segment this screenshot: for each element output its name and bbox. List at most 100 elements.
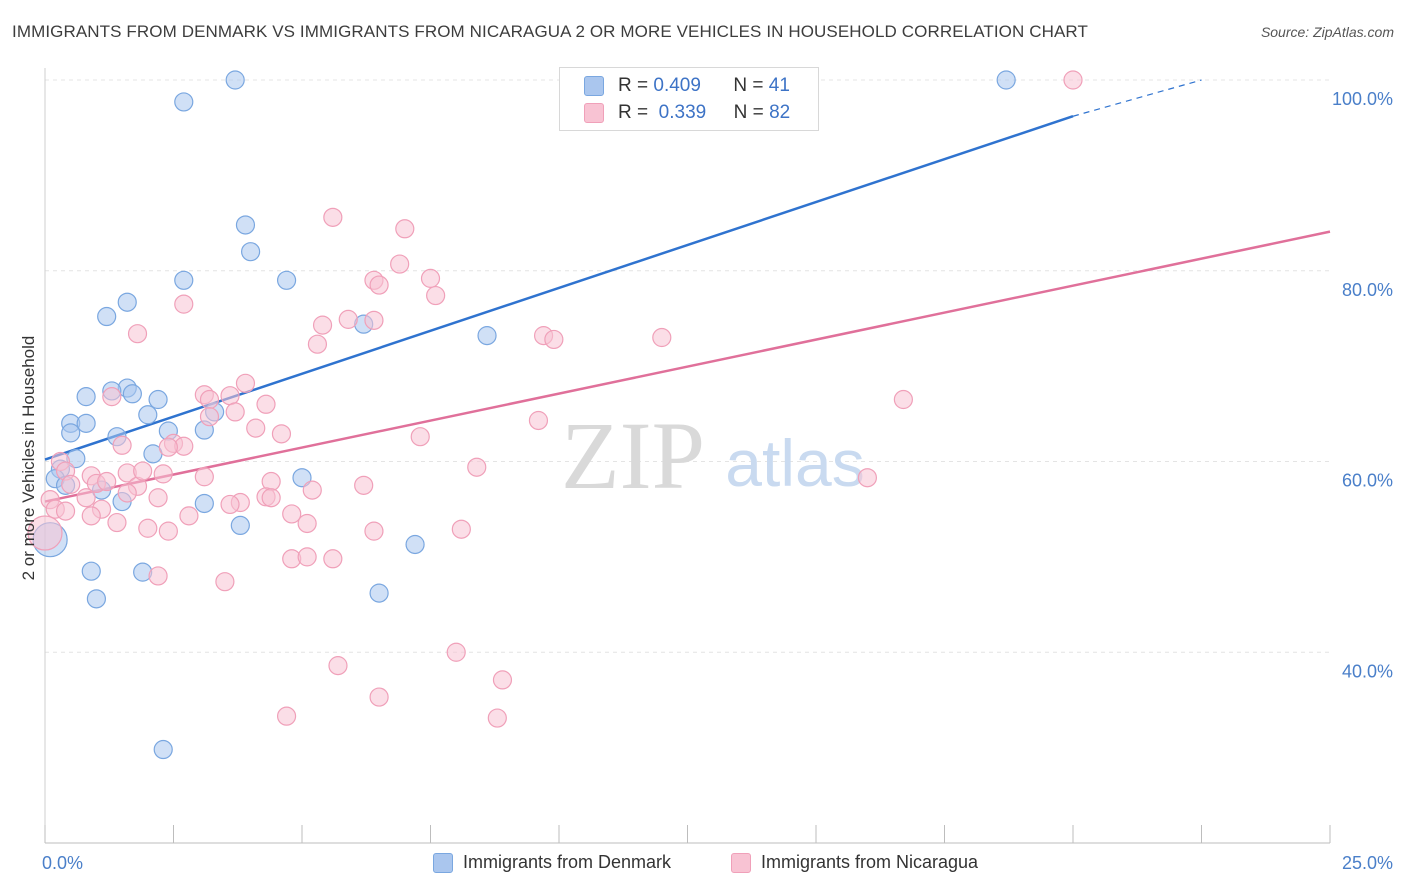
- data-points: [27, 70, 1083, 760]
- point-nicaragua: [215, 572, 235, 592]
- point-nicaragua: [199, 407, 220, 427]
- chart-title: IMMIGRANTS FROM DENMARK VS IMMIGRANTS FR…: [12, 22, 1088, 41]
- watermark-atlas: atlas: [725, 426, 864, 500]
- point-nicaragua: [138, 518, 158, 538]
- bottom-legend-swatch-denmark: [433, 852, 453, 873]
- point-denmark: [174, 92, 194, 112]
- watermark-zip: ZIP: [561, 402, 705, 509]
- point-nicaragua: [282, 504, 302, 524]
- point-nicaragua: [369, 275, 389, 295]
- point-nicaragua: [364, 310, 384, 330]
- legend-n-value: 82: [769, 102, 791, 123]
- bottom-legend-swatch-nicaragua: [731, 852, 751, 873]
- point-denmark: [405, 534, 425, 555]
- legend-r-value: 0.409: [653, 75, 701, 96]
- point-nicaragua: [446, 642, 466, 662]
- y-axis-title: 2 or more Vehicles in Household: [19, 336, 38, 581]
- point-nicaragua: [420, 268, 441, 288]
- point-nicaragua: [410, 427, 430, 447]
- point-denmark: [76, 413, 96, 433]
- point-nicaragua: [97, 471, 117, 492]
- legend: R = 0.409 N = 41 R = 0.339 N = 82: [559, 67, 819, 131]
- legend-r-label: R =: [618, 102, 649, 123]
- point-nicaragua: [158, 521, 178, 541]
- point-nicaragua: [179, 506, 199, 526]
- y-tick-label: 100.0%: [1332, 89, 1393, 109]
- point-nicaragua: [354, 475, 374, 495]
- point-nicaragua: [312, 315, 333, 335]
- bottom-legend-label-nicaragua: Immigrants from Nicaragua: [761, 852, 979, 872]
- point-denmark: [61, 423, 81, 443]
- point-nicaragua: [652, 327, 672, 348]
- trend-line-denmark: [44, 115, 1074, 461]
- point-nicaragua: [256, 394, 276, 414]
- point-nicaragua: [328, 656, 348, 676]
- tick-labels: 40.0% 60.0% 80.0% 100.0% 0.0% 25.0%: [42, 89, 1393, 873]
- point-nicaragua: [194, 467, 214, 487]
- point-nicaragua: [117, 483, 137, 503]
- point-nicaragua: [55, 501, 76, 521]
- point-nicaragua: [487, 708, 507, 728]
- point-nicaragua: [261, 488, 281, 508]
- point-nicaragua: [893, 389, 913, 410]
- y-tick-label: 40.0%: [1342, 661, 1393, 681]
- point-denmark: [996, 70, 1016, 90]
- point-nicaragua: [323, 207, 343, 227]
- legend-row-denmark: R = 0.409 N = 41: [584, 74, 790, 98]
- point-nicaragua: [112, 435, 132, 455]
- point-nicaragua: [27, 515, 63, 551]
- point-nicaragua: [148, 488, 168, 508]
- point-nicaragua: [364, 521, 384, 541]
- point-nicaragua: [467, 457, 487, 477]
- point-denmark: [81, 561, 101, 581]
- point-nicaragua: [107, 512, 127, 533]
- point-denmark: [148, 389, 168, 410]
- axes: [44, 68, 1331, 844]
- point-denmark: [276, 270, 297, 290]
- point-nicaragua: [61, 474, 81, 494]
- point-nicaragua: [220, 494, 240, 515]
- point-denmark: [369, 583, 389, 603]
- point-denmark: [477, 326, 497, 346]
- bottom-legend-denmark: Immigrants from Denmark: [433, 852, 671, 873]
- y-tick-label: 60.0%: [1342, 471, 1393, 491]
- point-nicaragua: [127, 324, 148, 344]
- point-denmark: [235, 215, 256, 235]
- point-denmark: [138, 405, 158, 425]
- point-nicaragua: [369, 687, 389, 707]
- point-nicaragua: [528, 410, 549, 431]
- point-denmark: [194, 493, 214, 514]
- point-nicaragua: [148, 566, 168, 586]
- point-nicaragua: [174, 294, 194, 314]
- point-nicaragua: [199, 389, 220, 410]
- point-nicaragua: [158, 437, 178, 457]
- point-nicaragua: [451, 519, 471, 539]
- point-nicaragua: [235, 373, 256, 393]
- point-nicaragua: [133, 461, 153, 481]
- point-nicaragua: [246, 418, 266, 438]
- point-nicaragua: [857, 468, 878, 488]
- point-denmark: [153, 739, 173, 760]
- point-nicaragua: [153, 464, 173, 484]
- point-denmark: [292, 468, 312, 488]
- point-nicaragua: [307, 334, 328, 354]
- bottom-legend-nicaragua: Immigrants from Nicaragua: [731, 852, 978, 873]
- legend-swatch-nicaragua: [584, 103, 604, 123]
- chart-source: Source: ZipAtlas.com: [1260, 24, 1394, 40]
- point-nicaragua: [1063, 70, 1083, 90]
- point-denmark: [97, 306, 117, 327]
- point-nicaragua: [271, 424, 292, 444]
- point-denmark: [76, 387, 96, 407]
- point-denmark: [122, 384, 142, 404]
- legend-n-label: N =: [733, 102, 764, 123]
- trend-line-denmark-extension: [1072, 79, 1202, 117]
- bottom-legend-label-denmark: Immigrants from Denmark: [463, 852, 672, 872]
- point-nicaragua: [492, 670, 513, 690]
- point-nicaragua: [395, 219, 415, 239]
- point-denmark: [174, 270, 194, 290]
- y-tick-label: 80.0%: [1342, 280, 1393, 300]
- point-nicaragua: [102, 387, 122, 407]
- legend-row-nicaragua: R = 0.339 N = 82: [584, 101, 790, 125]
- legend-swatch-denmark: [584, 76, 604, 96]
